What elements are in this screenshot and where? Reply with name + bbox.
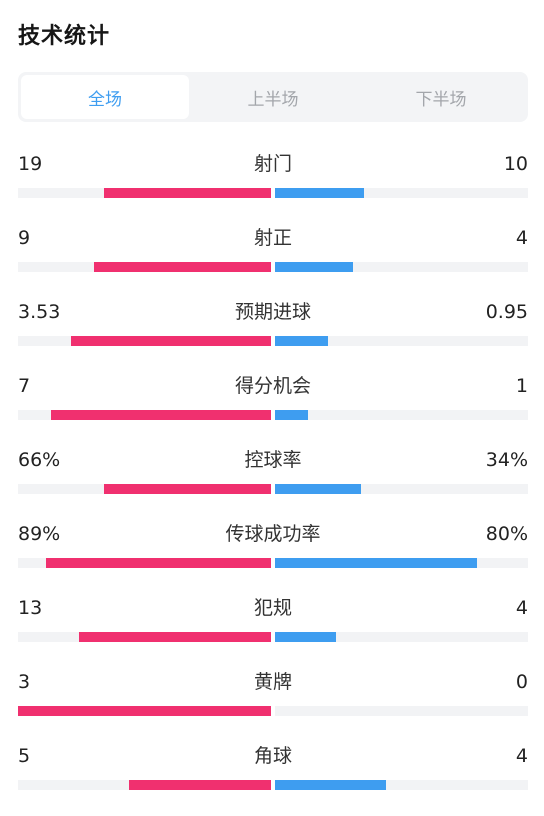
home-value: 9	[18, 227, 31, 249]
home-value: 13	[18, 597, 43, 619]
stat-row: 3 黄牌 0	[18, 668, 528, 742]
home-value: 3	[18, 671, 31, 693]
stat-label: 射门	[253, 153, 292, 175]
stat-label: 传球成功率	[225, 523, 321, 545]
stat-row: 66% 控球率 34%	[18, 446, 528, 520]
home-bar-track	[18, 780, 271, 790]
stat-label: 得分机会	[234, 375, 311, 397]
page-title: 技术统计	[18, 24, 111, 49]
home-bar	[18, 706, 271, 716]
stat-row: 89% 传球成功率 80%	[18, 520, 528, 594]
home-value: 5	[18, 745, 31, 767]
home-value: 66%	[18, 449, 61, 471]
period-tabs: 全场 上半场 下半场	[18, 72, 528, 122]
stat-label: 预期进球	[234, 301, 311, 323]
away-value: 0.95	[485, 301, 528, 323]
home-bar	[71, 336, 271, 346]
away-bar-track	[275, 262, 528, 272]
away-value: 1	[515, 375, 528, 397]
away-bar-track	[275, 632, 528, 642]
home-bar	[104, 188, 271, 198]
stat-label: 黄牌	[253, 671, 292, 693]
away-value: 4	[515, 227, 528, 249]
away-bar	[275, 780, 387, 790]
home-bar-track	[18, 558, 271, 568]
away-bar-track	[275, 558, 528, 568]
away-bar	[275, 336, 329, 346]
away-bar	[275, 632, 336, 642]
home-bar	[93, 262, 271, 272]
away-bar-track	[275, 706, 528, 716]
away-value: 34%	[485, 449, 528, 471]
stat-label: 控球率	[244, 449, 302, 471]
stat-row: 9 射正 4	[18, 224, 528, 298]
away-value: 80%	[485, 523, 528, 545]
away-bar	[275, 558, 478, 568]
home-bar-track	[18, 262, 271, 272]
stat-row: 3.53 预期进球 0.95	[18, 298, 528, 372]
away-bar-track	[275, 410, 528, 420]
home-bar-track	[18, 410, 271, 420]
home-bar-track	[18, 336, 271, 346]
away-value: 4	[515, 745, 528, 767]
stat-row: 13 犯规 4	[18, 594, 528, 668]
tab-full-match[interactable]: 全场	[21, 75, 189, 119]
home-bar	[104, 484, 271, 494]
home-bar-track	[18, 484, 271, 494]
stat-label: 犯规	[253, 597, 292, 619]
stat-row: 19 射门 10	[18, 150, 528, 224]
away-bar-track	[275, 780, 528, 790]
away-bar	[275, 188, 364, 198]
tab-second-half[interactable]: 下半场	[415, 89, 467, 110]
stats-list: 19 射门 10 9 射正 4 3.53 预期进球 0.95 7 得分机会 1 66% 控球率 34% 89%…	[18, 150, 528, 816]
tab-first-half[interactable]: 上半场	[247, 89, 299, 110]
away-bar-track	[275, 188, 528, 198]
stat-label: 射正	[253, 227, 292, 249]
home-bar	[50, 410, 271, 420]
away-bar	[275, 262, 354, 272]
home-value: 3.53	[18, 301, 61, 323]
home-bar-track	[18, 188, 271, 198]
stat-row: 7 得分机会 1	[18, 372, 528, 446]
stat-label: 角球	[253, 745, 292, 767]
home-value: 7	[18, 375, 31, 397]
away-bar-track	[275, 484, 528, 494]
away-bar	[275, 410, 308, 420]
stat-row: 5 角球 4	[18, 742, 528, 816]
away-bar	[275, 484, 362, 494]
home-bar-track	[18, 706, 271, 716]
away-value: 10	[503, 153, 528, 175]
home-bar	[78, 632, 271, 642]
home-value: 19	[18, 153, 43, 175]
away-value: 0	[515, 671, 528, 693]
away-value: 4	[515, 597, 528, 619]
home-bar	[45, 558, 271, 568]
home-bar-track	[18, 632, 271, 642]
away-bar-track	[275, 336, 528, 346]
home-bar	[129, 780, 271, 790]
home-value: 89%	[18, 523, 61, 545]
